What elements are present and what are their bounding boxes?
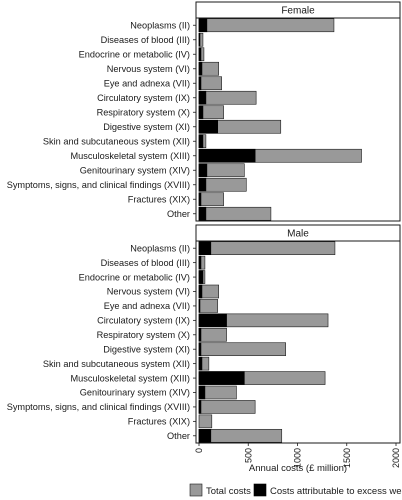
category-label: Eye and adnexa (VII) [104,301,190,311]
bar-excess-weight-costs [198,76,202,91]
category-label: Nervous system (VI) [107,64,190,74]
category-label: Fractures (XIX) [128,194,190,204]
bar-excess-weight-costs [198,400,202,414]
bar-excess-weight-costs [198,47,202,62]
bar-total-costs [198,342,286,357]
bar-total-costs [198,192,224,207]
category-label: Endocrine or metabolic (IV) [79,272,190,282]
category-label: Neoplasms (II) [130,20,190,30]
category-label: Skin and subcutaneous system (XII) [43,136,190,146]
bar-total-costs [198,400,256,414]
bar-excess-weight-costs [198,206,207,221]
bar-excess-weight-costs [198,342,202,357]
panel-strip-label: Female [281,6,315,17]
bar-excess-weight-costs [198,327,202,342]
bar-excess-weight-costs [198,163,208,178]
category-label: Eye and adnexa (VII) [104,78,190,88]
legend-label-total-costs: Total costs [206,486,251,497]
x-tick-label: 0 [194,448,204,453]
x-tick-label: 2000 [391,448,401,468]
category-label: Neoplasms (II) [130,243,190,253]
bar-total-costs [198,428,283,443]
bar-excess-weight-costs [198,284,203,299]
bar-excess-weight-costs [198,177,207,192]
bar-excess-weight-costs [198,148,256,163]
bar-total-costs [198,76,222,91]
bar-excess-weight-costs [198,356,203,371]
bar-excess-weight-costs [198,119,219,134]
category-label: Musculoskeletal system (XIII) [71,151,190,161]
category-label: Other [167,209,190,219]
category-label: Respiratory system (X) [97,107,190,117]
category-label: Fractures (XIX) [128,417,190,427]
bar-excess-weight-costs [198,241,212,256]
category-label: Nervous system (VI) [107,287,190,297]
bar-excess-weight-costs [198,371,245,385]
bar-total-costs [198,414,213,429]
bar-excess-weight-costs [198,32,201,47]
bar-total-costs [198,241,336,256]
bar-excess-weight-costs [198,18,208,33]
panel-border [195,17,401,222]
bar-excess-weight-costs [198,90,207,105]
category-label: Musculoskeletal system (XIII) [71,373,190,383]
category-label: Digestive system (XI) [103,122,190,132]
category-label: Diseases of blood (III) [101,258,190,268]
panel-male: Male Neoplasms (II) Diseases of blood (III… [7,224,401,468]
legend-label-excess-weight: Costs attributable to excess weight [270,486,402,497]
x-axis-title: Annual costs (£ million) [249,463,347,474]
legend-swatch-total-costs [189,483,203,497]
bar-total-costs [198,18,335,33]
bar-total-costs [198,327,227,342]
panel-border [195,240,401,444]
category-label: Genitourinary system (XIV) [80,388,190,398]
x-tick-label: 1500 [342,448,352,468]
legend: Total costs Costs attributable to excess … [189,483,402,497]
panel-female: Female Neoplasms (II) Diseases of blood (I… [7,1,401,222]
category-label: Circulatory system (IX) [97,316,190,326]
legend-swatch-excess-weight [253,483,267,497]
bar-excess-weight-costs [198,134,204,149]
category-label: Skin and subcutaneous system (XII) [43,359,190,369]
bar-excess-weight-costs [198,255,202,270]
bar-excess-weight-costs [198,385,206,400]
category-label: Symptoms, signs, and clinical findings (… [7,402,190,412]
bar-total-costs [198,90,257,105]
bar-excess-weight-costs [198,105,204,120]
category-label: Diseases of blood (III) [101,35,190,45]
category-label: Genitourinary system (XIV) [80,165,190,175]
bar-excess-weight-costs [198,192,202,207]
bar-excess-weight-costs [198,428,212,443]
bar-excess-weight-costs [198,270,204,284]
category-label: Endocrine or metabolic (IV) [79,49,190,59]
category-label: Symptoms, signs, and clinical findings (… [7,180,190,190]
bar-excess-weight-costs [198,313,227,328]
bar-excess-weight-costs [198,61,203,76]
bar-total-costs [198,299,219,313]
category-label: Respiratory system (X) [97,330,190,340]
category-label: Digestive system (XI) [103,344,190,354]
category-label: Circulatory system (IX) [97,93,190,103]
panel-strip-label: Male [287,229,309,240]
category-label: Other [167,431,190,441]
x-tick-label: 500 [243,448,253,463]
x-tick-label: 1000 [293,448,303,468]
bar-excess-weight-costs [198,299,201,313]
bar-total-costs [198,206,272,221]
